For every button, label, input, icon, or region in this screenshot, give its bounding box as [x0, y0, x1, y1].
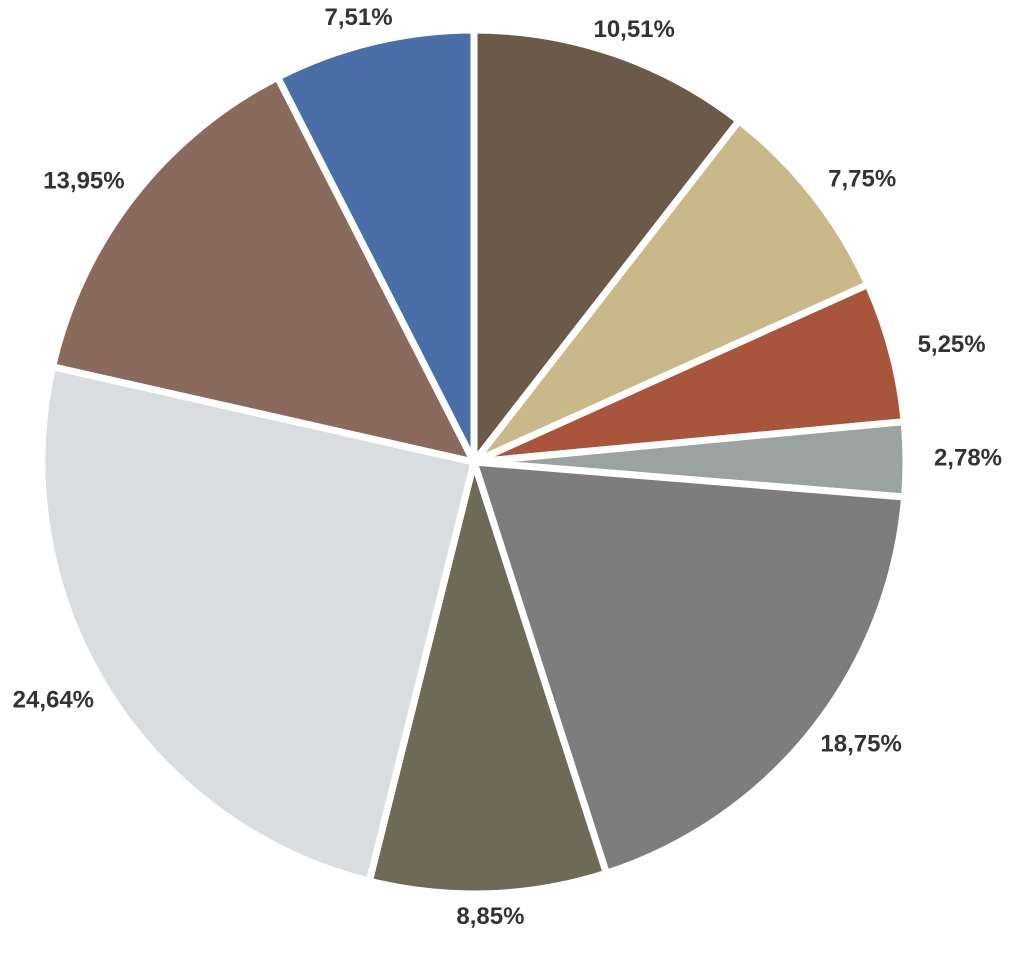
pie-slice — [470, 458, 909, 877]
slice-label: 13,95% — [43, 168, 124, 195]
slice-label: 7,51% — [324, 4, 392, 31]
slice-label: 24,64% — [13, 686, 94, 713]
slice-label: 8,85% — [456, 903, 524, 930]
slice-label: 18,75% — [820, 731, 901, 758]
pie-slice — [470, 117, 872, 466]
slice-label: 7,75% — [828, 165, 896, 192]
slice-label: 2,78% — [934, 445, 1002, 472]
slice-label: 5,25% — [918, 331, 986, 358]
pie-slice — [274, 26, 478, 466]
pie-slice — [470, 26, 743, 466]
pie-slice — [365, 458, 610, 898]
slice-label: 10,51% — [593, 16, 674, 43]
pie-slice — [38, 363, 478, 885]
pie-slice — [49, 73, 478, 466]
